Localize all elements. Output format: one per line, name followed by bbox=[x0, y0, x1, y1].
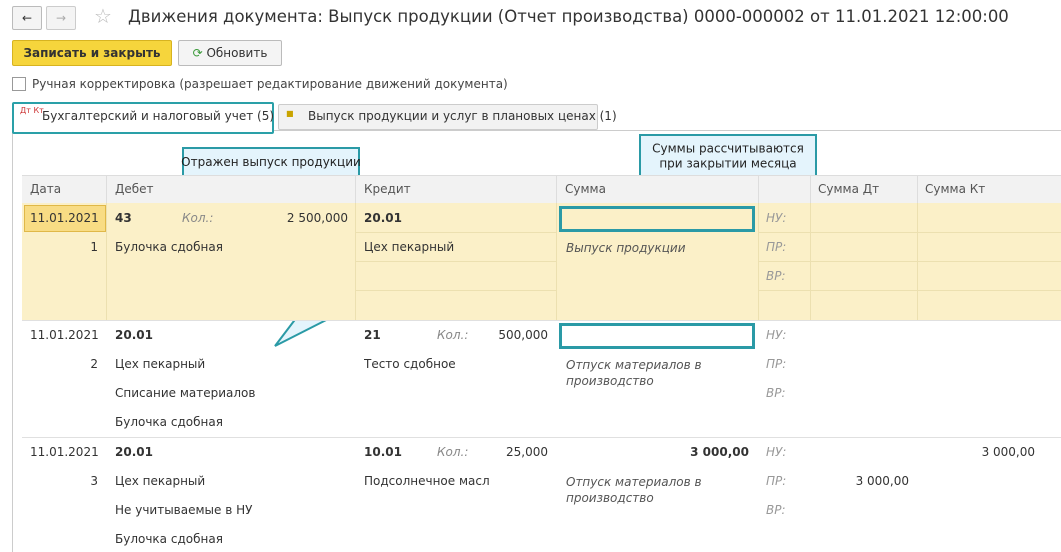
row-divider bbox=[22, 320, 1061, 321]
accounting-kind: ПР: bbox=[766, 357, 787, 371]
refresh-label: Обновить bbox=[206, 46, 268, 60]
panel-border bbox=[12, 130, 13, 552]
tab-icon: ■ bbox=[286, 109, 294, 118]
highlight-frame bbox=[559, 323, 755, 349]
debit-subconto: Булочка сдобная bbox=[115, 532, 223, 546]
cell-divider bbox=[355, 290, 556, 291]
header-divider bbox=[355, 175, 356, 203]
debit-subconto: Цех пекарный bbox=[115, 474, 206, 488]
accounting-kind: ВР: bbox=[766, 503, 786, 517]
debit-account: 20.01 bbox=[115, 328, 153, 342]
callout-box bbox=[182, 147, 360, 177]
amount-kt: 3 000,00 bbox=[981, 445, 1035, 459]
credit-account: 10.01 bbox=[364, 445, 402, 459]
debit-subconto: Булочка сдобная bbox=[115, 415, 223, 429]
callout-text: Суммы рассчитываются bbox=[652, 142, 804, 156]
content: Отпуск материалов в производство bbox=[566, 475, 702, 505]
cell-divider bbox=[758, 290, 1061, 291]
tab-icon: Дт Кт bbox=[20, 106, 44, 115]
table-header bbox=[22, 175, 1061, 205]
amount: 3 000,00 bbox=[690, 445, 749, 459]
record-number: 3 bbox=[90, 474, 98, 488]
header-divider bbox=[556, 175, 557, 203]
header-divider bbox=[810, 175, 811, 203]
tab-label[interactable]: Выпуск продукции и услуг в плановых цена… bbox=[308, 109, 617, 123]
column-header: Дата bbox=[30, 182, 62, 196]
checkbox[interactable] bbox=[12, 77, 26, 91]
column-header: Кредит bbox=[364, 182, 411, 196]
credit-account: 20.01 bbox=[364, 211, 402, 225]
record-number: 2 bbox=[90, 357, 98, 371]
cell-divider bbox=[106, 203, 107, 320]
quantity-label: Кол.: bbox=[437, 328, 469, 342]
favorite-star[interactable]: ☆ bbox=[94, 4, 112, 28]
refresh-icon: ⟳ bbox=[192, 46, 203, 60]
amount-dt: 3 000,00 bbox=[855, 474, 909, 488]
debit-subconto: Булочка сдобная bbox=[115, 240, 223, 254]
debit-subconto: Не учитываемые в НУ bbox=[115, 503, 253, 517]
callout-text: Отражен выпуск продукции bbox=[181, 155, 361, 169]
date: 11.01.2021 bbox=[30, 211, 99, 225]
cell-divider bbox=[355, 232, 556, 233]
accounting-kind: НУ: bbox=[766, 328, 787, 342]
header-divider bbox=[917, 175, 918, 203]
credit-quantity: 25,000 bbox=[506, 445, 548, 459]
quantity-label: Кол.: bbox=[437, 445, 469, 459]
tab-strip-line bbox=[12, 130, 1061, 131]
debit-subconto: Списание материалов bbox=[115, 386, 256, 400]
accounting-kind: НУ: bbox=[766, 445, 787, 459]
credit-subconto: Тесто сдобное bbox=[364, 357, 456, 371]
header-divider bbox=[758, 175, 759, 203]
accounting-kind: ПР: bbox=[766, 474, 787, 488]
tab-label[interactable]: Бухгалтерский и налоговый учет (5) bbox=[42, 109, 275, 123]
accounting-kind: ПР: bbox=[766, 240, 787, 254]
tab-active[interactable] bbox=[12, 102, 274, 134]
credit-quantity: 500,000 bbox=[498, 328, 548, 342]
debit-account: 43 bbox=[115, 211, 132, 225]
debit-account: 20.01 bbox=[115, 445, 153, 459]
save-close-button[interactable]: Записать и закрыть bbox=[12, 40, 172, 66]
date: 11.01.2021 bbox=[30, 445, 99, 459]
date: 11.01.2021 bbox=[30, 328, 99, 342]
column-header: Дебет bbox=[115, 182, 154, 196]
row-divider bbox=[22, 437, 1061, 438]
tab[interactable] bbox=[278, 104, 598, 130]
record-number: 1 bbox=[90, 240, 98, 254]
cell-divider bbox=[758, 261, 1061, 262]
highlight-frame bbox=[559, 206, 755, 232]
column-header: Сумма Дт bbox=[818, 182, 880, 196]
selected-cell bbox=[24, 205, 106, 232]
forward-button[interactable]: → bbox=[46, 6, 76, 30]
credit-subconto: Подсолнечное масло bbox=[364, 474, 490, 488]
content: Отпуск материалов в производство bbox=[566, 358, 702, 388]
back-button[interactable]: ← bbox=[12, 6, 42, 30]
accounting-kind: НУ: bbox=[766, 211, 787, 225]
column-header: Сумма bbox=[565, 182, 606, 196]
column-header: Сумма Кт bbox=[925, 182, 986, 196]
debit-quantity: 2 500,000 bbox=[286, 211, 348, 225]
credit-subconto: Цех пекарный bbox=[364, 240, 455, 254]
callout-text: при закрытии месяца bbox=[659, 157, 796, 171]
cell-divider bbox=[355, 261, 556, 262]
debit-subconto: Цех пекарный bbox=[115, 357, 206, 371]
refresh-button[interactable]: ⟳ Обновить bbox=[178, 40, 282, 66]
accounting-kind: ВР: bbox=[766, 386, 786, 400]
window-title: Движения документа: Выпуск продукции (От… bbox=[128, 7, 1009, 26]
accounting-kind: ВР: bbox=[766, 269, 786, 283]
credit-account: 21 bbox=[364, 328, 381, 342]
checkbox-label: Ручная корректировка (разрешает редактир… bbox=[32, 77, 508, 91]
header-divider bbox=[106, 175, 107, 203]
content: Выпуск продукции bbox=[566, 241, 686, 255]
cell-divider bbox=[556, 203, 557, 320]
quantity-label: Кол.: bbox=[182, 211, 214, 225]
cell-divider bbox=[758, 232, 1061, 233]
